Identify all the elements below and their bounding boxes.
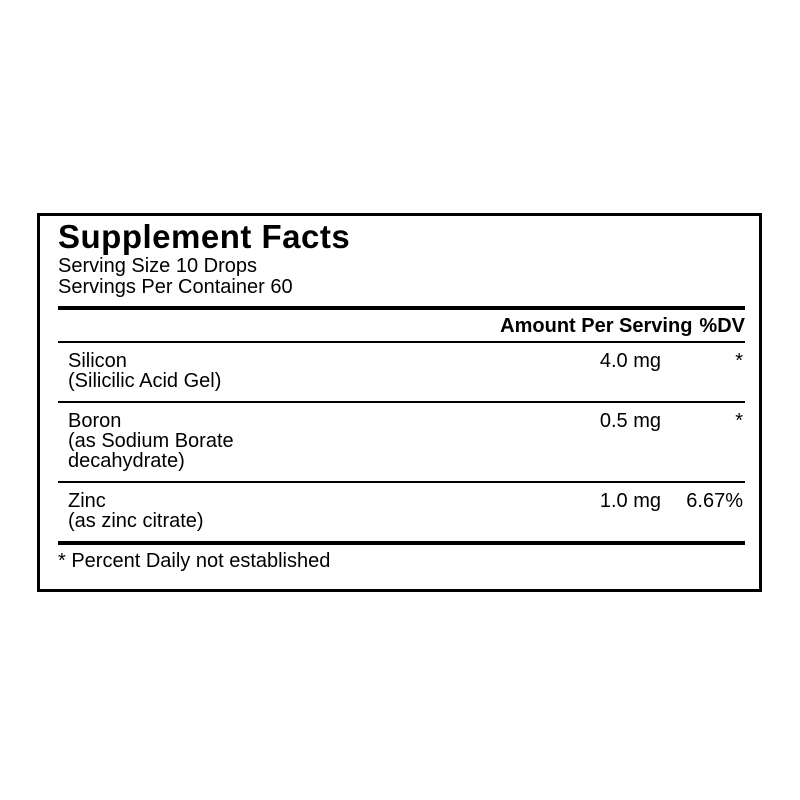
- dv-cell: *: [735, 410, 743, 432]
- ingredient-name-cell: Boron (as Sodium Borate decahydrate): [58, 411, 551, 471]
- ingredient-name: Silicon: [68, 350, 127, 372]
- ingredient-name-cell: Zinc (as zinc citrate): [58, 491, 551, 531]
- amount-cell: 1.0 mg: [599, 490, 661, 512]
- divider-thin-3: [58, 481, 745, 483]
- divider-thin-2: [58, 401, 745, 403]
- ingredient-detail: (as zinc citrate): [68, 510, 204, 532]
- amount-cell: 0.5 mg: [599, 410, 661, 432]
- percent-dv-header: %DV: [699, 315, 745, 337]
- servings-per-container: Servings Per Container 60: [58, 276, 293, 298]
- table-row-boron: Boron (as Sodium Borate decahydrate) 0.5…: [58, 403, 745, 481]
- serving-size: Serving Size 10 Drops: [58, 255, 257, 277]
- supplement-facts-panel: Supplement Facts Serving Size 10 Drops S…: [37, 213, 762, 592]
- panel-title: Supplement Facts: [58, 218, 351, 255]
- ingredient-name: Boron: [68, 410, 122, 432]
- divider-thick-bottom: [58, 541, 745, 545]
- footnote: * Percent Daily not established: [58, 550, 331, 572]
- dv-cell: 6.67%: [686, 490, 743, 512]
- ingredient-detail: (Silicilic Acid Gel): [68, 370, 222, 392]
- dv-cell: *: [735, 350, 743, 372]
- ingredient-name: Zinc: [68, 490, 106, 512]
- amount-per-serving-header: Amount Per Serving: [500, 315, 693, 337]
- amount-cell: 4.0 mg: [599, 350, 661, 372]
- column-header-row: Amount Per Serving %DV: [58, 310, 745, 341]
- ingredient-detail: (as Sodium Borate: [68, 430, 234, 452]
- divider-thick-top: [58, 306, 745, 310]
- ingredient-detail: decahydrate): [68, 450, 185, 472]
- divider-thin-1: [58, 341, 745, 343]
- table-row-zinc: Zinc (as zinc citrate) 1.0 mg 6.67%: [58, 483, 745, 541]
- table-row-silicon: Silicon (Silicilic Acid Gel) 4.0 mg *: [58, 343, 745, 401]
- ingredient-name-cell: Silicon (Silicilic Acid Gel): [58, 351, 551, 391]
